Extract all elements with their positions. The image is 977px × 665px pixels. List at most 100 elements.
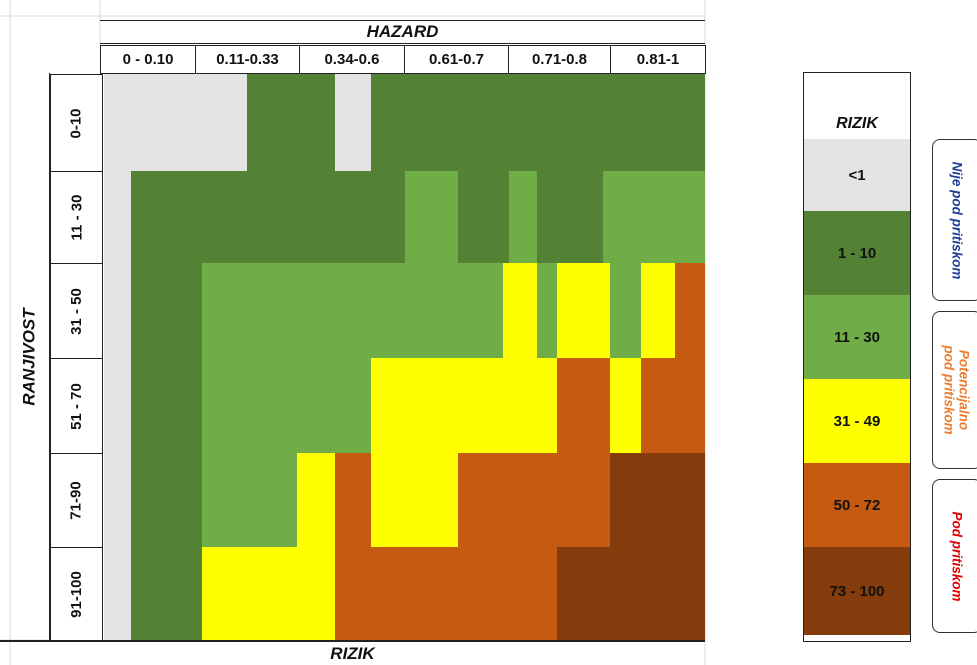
risk-cell	[171, 453, 203, 548]
risk-legend: RIZIK <1 1 - 10 11 - 30 31 - 49 50 - 72 73 - …	[803, 72, 911, 642]
risk-cell	[509, 358, 538, 454]
risk-cell	[335, 171, 372, 264]
risk-cell	[675, 171, 705, 264]
risk-cell	[503, 453, 510, 548]
risk-cell	[610, 358, 642, 454]
risk-cell	[509, 171, 538, 264]
risk-cell	[509, 453, 538, 548]
vulnerability-row-header: 31 - 50	[50, 263, 103, 359]
risk-cell	[641, 547, 676, 640]
risk-cell	[171, 74, 203, 172]
risk-cell	[371, 263, 406, 359]
risk-cell	[371, 171, 406, 264]
risk-cell	[675, 358, 705, 454]
risk-cell	[202, 263, 248, 359]
legend-item-label: 73 - 100	[829, 582, 885, 600]
vulnerability-row-header: 51 - 70	[50, 358, 103, 454]
risk-cell	[537, 358, 558, 454]
risk-cell	[509, 263, 538, 359]
risk-cell	[675, 547, 705, 640]
legend-item: 11 - 30	[804, 295, 910, 379]
risk-bottom-bar: RIZIK	[0, 640, 705, 665]
risk-cell	[131, 263, 172, 359]
risk-cell	[537, 263, 558, 359]
risk-cell	[247, 263, 298, 359]
risk-cell	[503, 547, 510, 640]
risk-cell	[131, 453, 172, 548]
risk-cell	[171, 547, 203, 640]
risk-cell	[675, 453, 705, 548]
risk-cell	[641, 453, 676, 548]
vulnerability-row-label: 0-10	[68, 107, 85, 139]
risk-cell	[610, 74, 642, 172]
risk-cell	[503, 74, 510, 172]
risk-cell	[641, 263, 676, 359]
risk-cell	[641, 358, 676, 454]
risk-cell	[537, 453, 558, 548]
risk-cell	[610, 547, 642, 640]
category-not-under-pressure-label: Nije pod pritiskom	[949, 161, 965, 279]
risk-cell	[104, 263, 132, 359]
risk-cell	[335, 453, 372, 548]
vulnerability-row-label: 11 - 30	[68, 194, 85, 241]
vulnerability-row-header: 91-100	[50, 547, 103, 641]
risk-cell	[557, 547, 604, 640]
risk-cell	[297, 358, 336, 454]
risk-cell	[297, 453, 336, 548]
risk-cell	[675, 263, 705, 359]
risk-cell	[131, 547, 172, 640]
risk-cell	[247, 547, 298, 640]
risk-cell	[503, 263, 510, 359]
risk-cell	[335, 263, 372, 359]
legend-item-label: 31 - 49	[833, 412, 881, 430]
risk-cell	[405, 263, 459, 359]
risk-cell	[557, 453, 604, 548]
risk-cell	[247, 358, 298, 454]
risk-cell	[202, 547, 248, 640]
risk-cell	[603, 263, 611, 359]
risk-bottom-label: RIZIK	[330, 643, 375, 663]
vulnerability-row-header: 0-10	[50, 74, 103, 172]
hazard-column-header: 0.34-0.6	[299, 45, 405, 74]
category-potentially-under-pressure: Potencijalno pod pritiskom	[932, 311, 977, 469]
risk-cell	[297, 547, 336, 640]
risk-cell	[247, 171, 298, 264]
legend-items: <1 1 - 10 11 - 30 31 - 49 50 - 72 73 - 100	[804, 139, 910, 635]
risk-cell	[405, 453, 459, 548]
vulnerability-row-label: 51 - 70	[67, 382, 85, 430]
vulnerability-header: RANJIVOST	[10, 73, 50, 640]
risk-cell	[405, 171, 459, 264]
risk-cell	[675, 74, 705, 172]
risk-cell	[297, 263, 336, 359]
risk-cell	[537, 547, 558, 640]
risk-cell	[171, 171, 203, 264]
risk-cell	[641, 171, 676, 264]
risk-cell	[131, 74, 172, 172]
risk-cell	[131, 358, 172, 454]
risk-cell	[131, 171, 172, 264]
risk-cell	[371, 453, 406, 548]
risk-cell	[171, 358, 203, 454]
risk-cell	[458, 74, 504, 172]
risk-cell	[557, 171, 604, 264]
vulnerability-row-header: 71-90	[50, 453, 103, 548]
vulnerability-row-label: 31 - 50	[67, 287, 85, 335]
risk-cell	[610, 263, 642, 359]
hazard-column-header: 0.61-0.7	[404, 45, 509, 74]
legend-item-label: 1 - 10	[837, 244, 877, 262]
legend-item-label: 50 - 72	[833, 496, 881, 514]
risk-cell	[202, 171, 248, 264]
risk-cell	[335, 358, 372, 454]
vulnerability-row-header: 11 - 30	[50, 171, 103, 264]
risk-cell	[104, 358, 132, 454]
risk-cell	[610, 171, 642, 264]
risk-cell	[104, 453, 132, 548]
hazard-header: HAZARD	[100, 20, 705, 44]
legend-item: 31 - 49	[804, 379, 910, 463]
risk-cell	[537, 74, 558, 172]
risk-cell	[104, 547, 132, 640]
category-not-under-pressure: Nije pod pritiskom	[932, 139, 977, 301]
legend-item: <1	[804, 139, 910, 211]
risk-cell	[371, 547, 406, 640]
legend-item: 1 - 10	[804, 211, 910, 295]
